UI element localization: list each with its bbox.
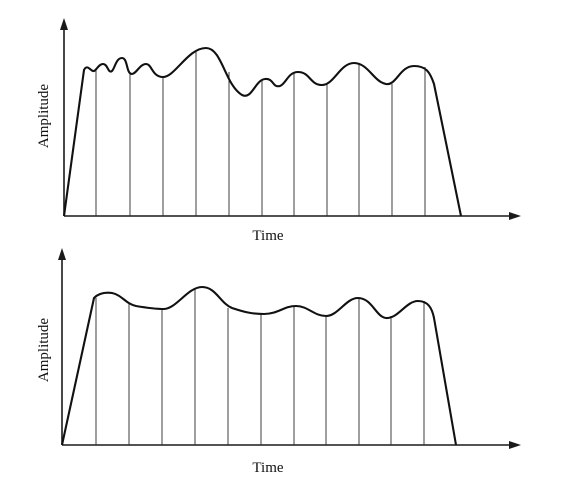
bottom-envelope-curve (60, 285, 458, 446)
bottom-panel: Time Amplitude (36, 248, 521, 476)
top-y-axis-label: Amplitude (36, 84, 52, 149)
bottom-y-axis-label: Amplitude (36, 318, 52, 383)
top-panel: Time Amplitude (36, 18, 521, 244)
top-x-axis-arrow (509, 212, 521, 220)
bottom-x-axis-label: Time (252, 460, 283, 476)
top-y-axis-arrow (60, 18, 68, 30)
bottom-sample-lines (95, 288, 425, 445)
top-x-axis-label: Time (252, 228, 283, 244)
top-envelope-curve (62, 46, 463, 217)
bottom-y-axis-arrow (58, 248, 66, 260)
bottom-x-axis-arrow (509, 441, 521, 449)
top-sample-lines (95, 50, 426, 216)
